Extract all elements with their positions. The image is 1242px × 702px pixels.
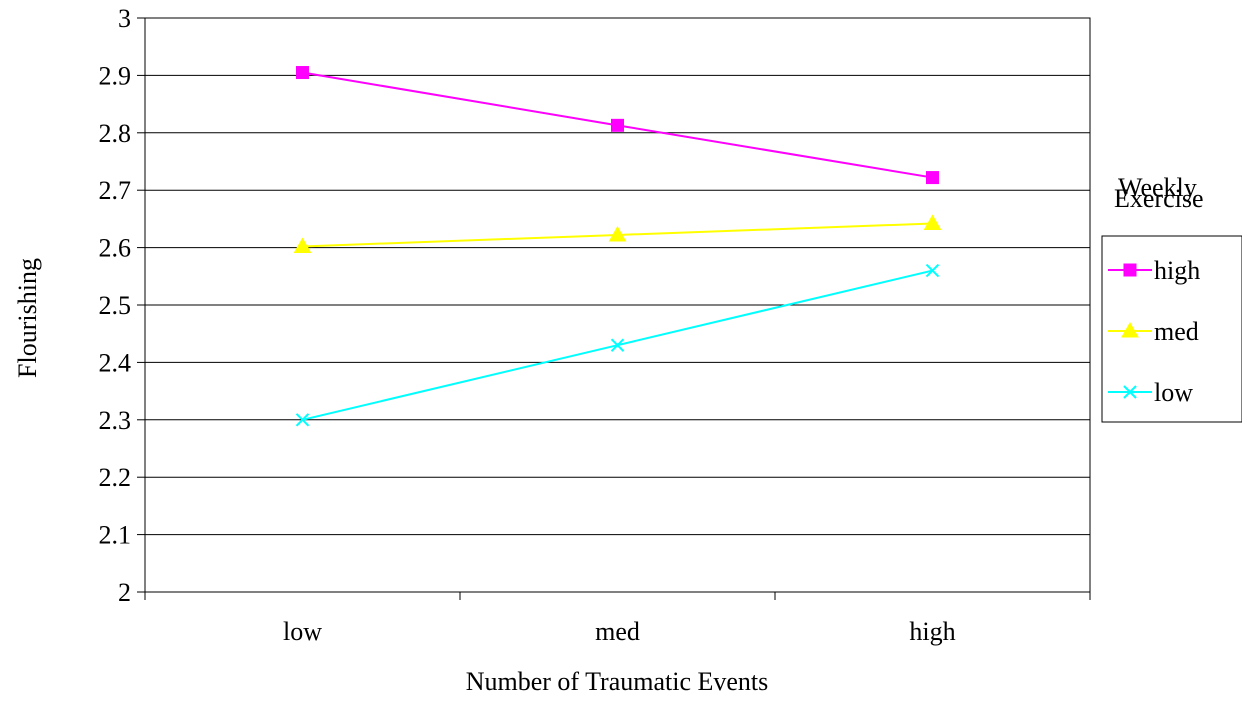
y-tick-label: 2.4 xyxy=(99,348,132,377)
y-axis-title: Flourishing xyxy=(13,258,42,378)
series-high xyxy=(296,66,939,185)
series-group xyxy=(293,66,942,427)
x-axis-title: Number of Traumatic Events xyxy=(466,667,769,696)
point-low-low-stroke xyxy=(295,413,310,427)
y-tick-label: 2.7 xyxy=(99,176,132,205)
point-high-high xyxy=(926,171,939,185)
x-axis-ticks: low med high xyxy=(144,592,1091,646)
legend-item-low: low xyxy=(1108,378,1193,407)
point-low-high xyxy=(925,263,940,278)
point-med-high xyxy=(923,214,942,230)
legend-title-line2: Exercise xyxy=(1114,184,1204,213)
grid-lines xyxy=(145,17,1090,536)
y-axis-ticks: 2 2.1 2.2 2.3 2.4 2.5 2.6 2.7 2.8 2.9 3 xyxy=(99,4,145,607)
series-low xyxy=(295,263,940,427)
legend-marker-low xyxy=(1123,385,1137,399)
legend-label-med: med xyxy=(1154,317,1199,346)
point-high-low xyxy=(296,66,309,80)
x-tick-label: med xyxy=(595,617,640,646)
x-tick-label: high xyxy=(909,617,955,646)
y-tick-label: 2.1 xyxy=(99,521,132,550)
y-tick-label: 3 xyxy=(118,4,131,33)
x-tick-label: low xyxy=(283,617,322,646)
point-high-med xyxy=(611,118,624,132)
legend-items: high med low xyxy=(1108,256,1200,407)
legend-item-med: med xyxy=(1108,317,1199,346)
legend-label-low: low xyxy=(1154,378,1193,407)
y-tick-label: 2.5 xyxy=(99,291,132,320)
y-tick-label: 2.2 xyxy=(99,463,132,492)
legend-label-high: high xyxy=(1154,256,1200,285)
point-med-med xyxy=(608,225,627,242)
point-low-low xyxy=(295,413,310,427)
legend-item-high: high xyxy=(1108,256,1200,285)
series-med xyxy=(293,214,942,253)
point-low-med-stroke xyxy=(610,338,625,352)
point-low-med xyxy=(610,338,625,352)
legend-marker-med xyxy=(1121,321,1139,338)
y-tick-label: 2 xyxy=(118,578,131,607)
y-tick-label: 2.9 xyxy=(99,61,132,90)
y-tick-label: 2.8 xyxy=(99,119,132,148)
legend: Weekly Exercise high med low xyxy=(1101,173,1242,423)
y-tick-label: 2.6 xyxy=(99,234,132,263)
point-low-high-stroke xyxy=(925,263,940,278)
legend-marker-low-stroke xyxy=(1123,385,1137,399)
legend-title-line1: Weekly xyxy=(1118,173,1197,202)
point-med-low xyxy=(293,237,312,253)
y-tick-label: 2.3 xyxy=(99,406,132,435)
legend-marker-high xyxy=(1123,263,1137,277)
